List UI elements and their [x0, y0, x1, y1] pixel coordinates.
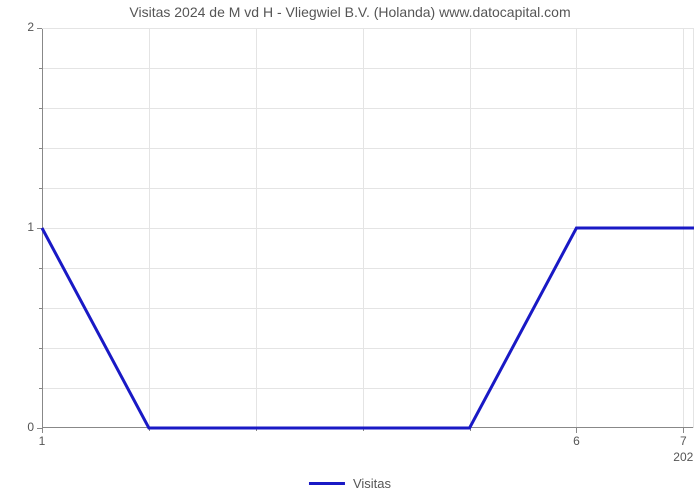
x-tick: [42, 428, 43, 433]
y-axis-label: 2: [27, 20, 34, 34]
series-svg: [42, 28, 694, 428]
line-chart: Visitas 2024 de M vd H - Vliegwiel B.V. …: [0, 0, 700, 500]
plot-area: [42, 28, 694, 428]
x-axis-label: 1: [39, 434, 46, 448]
x-axis-label: 6: [573, 434, 580, 448]
legend-swatch: [309, 482, 345, 485]
legend: Visitas: [309, 476, 391, 491]
y-axis-label: 0: [27, 420, 34, 434]
series-line: [42, 228, 694, 428]
x-axis-label: 7: [680, 434, 687, 448]
x-axis-sublabel: 202: [673, 450, 693, 464]
x-tick: [576, 428, 577, 433]
legend-label: Visitas: [353, 476, 391, 491]
y-axis-label: 1: [27, 220, 34, 234]
chart-title: Visitas 2024 de M vd H - Vliegwiel B.V. …: [0, 4, 700, 20]
x-tick: [683, 428, 684, 433]
